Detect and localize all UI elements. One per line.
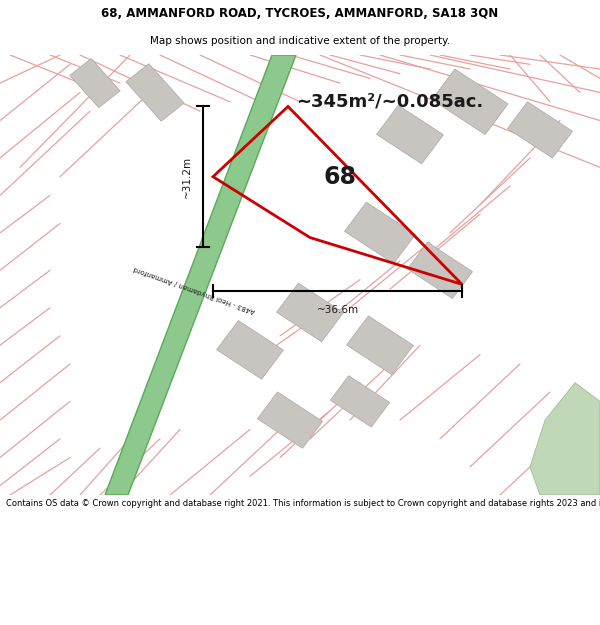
Text: Map shows position and indicative extent of the property.: Map shows position and indicative extent… — [150, 36, 450, 46]
Polygon shape — [377, 105, 443, 164]
Polygon shape — [277, 283, 343, 342]
Polygon shape — [344, 202, 415, 264]
Polygon shape — [347, 316, 413, 374]
Polygon shape — [530, 382, 600, 495]
Polygon shape — [126, 64, 184, 121]
Text: 68, AMMANFORD ROAD, TYCROES, AMMANFORD, SA18 3QN: 68, AMMANFORD ROAD, TYCROES, AMMANFORD, … — [101, 8, 499, 20]
Text: A483 - Heol Rhydaman / Ammanford: A483 - Heol Rhydaman / Ammanford — [134, 265, 256, 313]
Text: ~345m²/~0.085ac.: ~345m²/~0.085ac. — [296, 92, 484, 111]
Polygon shape — [217, 321, 283, 379]
Polygon shape — [105, 55, 296, 495]
Text: ~36.6m: ~36.6m — [316, 304, 359, 314]
Polygon shape — [70, 59, 120, 108]
Text: Contains OS data © Crown copyright and database right 2021. This information is : Contains OS data © Crown copyright and d… — [6, 499, 600, 508]
Text: 68: 68 — [323, 165, 356, 189]
Polygon shape — [508, 102, 572, 158]
Polygon shape — [331, 376, 389, 427]
Polygon shape — [407, 242, 473, 299]
Text: ~31.2m: ~31.2m — [182, 156, 192, 198]
Polygon shape — [257, 392, 323, 448]
Polygon shape — [432, 69, 508, 134]
